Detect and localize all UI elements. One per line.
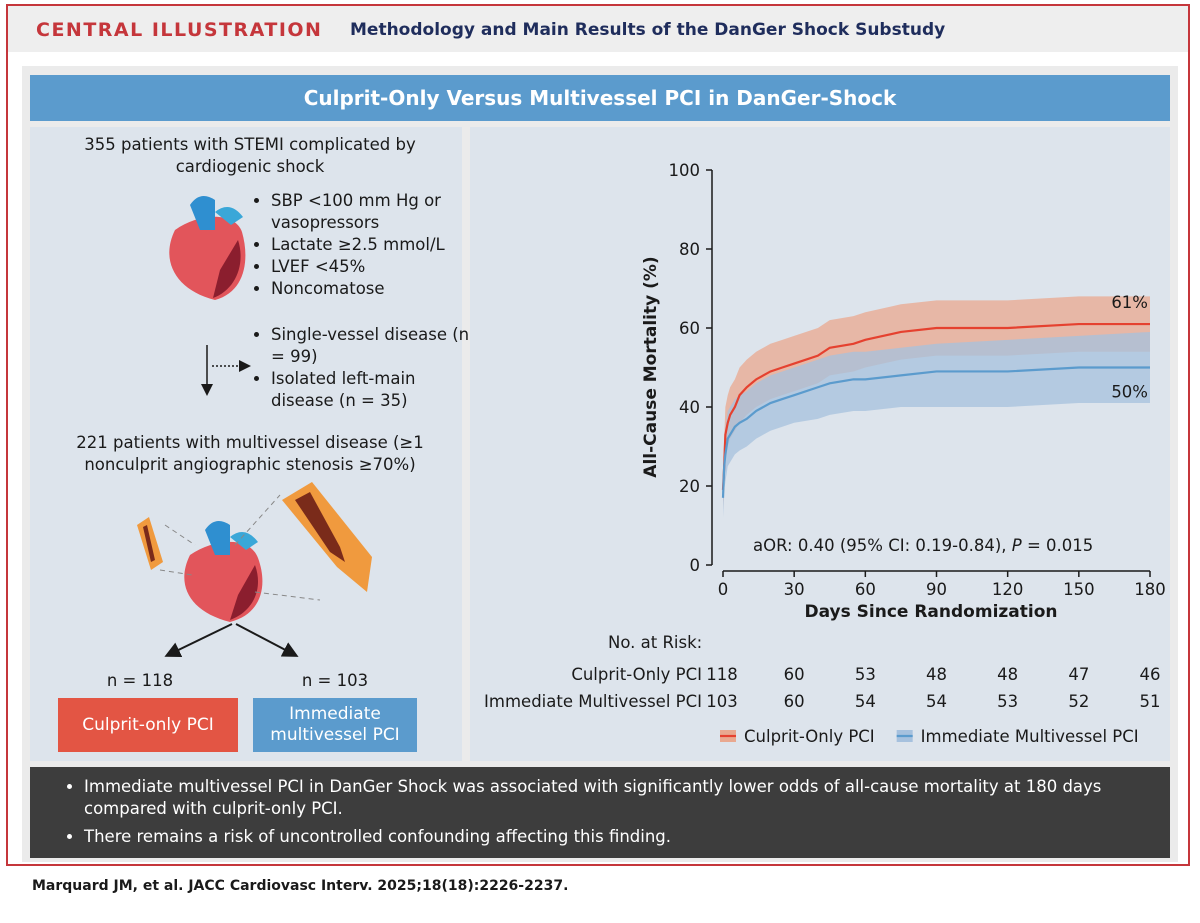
key-point: There remains a risk of uncontrolled con… xyxy=(84,826,1130,848)
exclusion: Isolated left-main disease (n = 35) xyxy=(271,368,476,412)
frame xyxy=(6,4,1190,866)
legend-label: Immediate Multivessel PCI xyxy=(921,727,1139,746)
risk-count: 47 xyxy=(1068,665,1089,684)
flow-arrow xyxy=(164,623,233,657)
arm-box: Culprit-only PCI xyxy=(58,698,238,752)
x-axis-label: Days Since Randomization xyxy=(804,602,1057,622)
risk-title: No. at Risk: xyxy=(608,633,702,652)
risk-count: 54 xyxy=(855,692,876,711)
annotation-part: P xyxy=(1012,536,1022,555)
banner: Culprit-Only Versus Multivessel PCI in D… xyxy=(30,75,1170,121)
key-point: Immediate multivessel PCI in DanGer Shoc… xyxy=(84,776,1130,820)
criterion: Lactate ≥2.5 mmol/L xyxy=(271,234,476,256)
value-label: 50% xyxy=(1111,383,1148,402)
risk-count: 53 xyxy=(855,665,876,684)
x-tick-label: 180 xyxy=(1134,580,1166,599)
risk-count: 54 xyxy=(926,692,947,711)
criterion: LVEF <45% xyxy=(271,256,476,278)
x-tick-label: 120 xyxy=(992,580,1024,599)
y-tick-label: 0 xyxy=(690,556,701,575)
key-points: Immediate multivessel PCI in DanGer Shoc… xyxy=(30,767,1170,858)
multivessel: 221 patients with multivessel disease (≥… xyxy=(76,433,424,474)
y-axis-label: All-Cause Mortality (%) xyxy=(641,256,661,477)
annotation-part: = 0.015 xyxy=(1022,536,1094,555)
header-label: CENTRAL ILLUSTRATION xyxy=(36,19,323,41)
risk-count: 48 xyxy=(926,665,947,684)
flow-arrow xyxy=(235,623,299,657)
risk-row-label: Culprit-Only PCI xyxy=(571,665,702,684)
x-tick-label: 90 xyxy=(926,580,947,599)
annotation-part: aOR: 0.40 (95% CI: 0.19-0.84), xyxy=(753,536,1012,555)
arm-n: n = 103 xyxy=(301,671,369,690)
risk-count: 51 xyxy=(1140,692,1161,711)
annotation: aOR: 0.40 (95% CI: 0.19-0.84), P = 0.015 xyxy=(753,536,1093,555)
results-panel xyxy=(470,127,1170,761)
survival-line xyxy=(721,322,1150,491)
risk-count: 118 xyxy=(706,665,738,684)
x-tick-label: 30 xyxy=(784,580,805,599)
risk-count: 46 xyxy=(1140,665,1161,684)
risk-count: 53 xyxy=(997,692,1018,711)
methods-panel xyxy=(30,127,462,761)
criteria-list: SBP <100 mm Hg or vasopressors Lactate ≥… xyxy=(255,190,476,300)
y-tick-label: 20 xyxy=(679,477,700,496)
y-tick-label: 100 xyxy=(669,161,701,180)
x-tick-label: 0 xyxy=(718,580,729,599)
heart-icon xyxy=(169,196,246,300)
header-band xyxy=(8,6,1188,52)
ci-band xyxy=(723,331,1150,518)
risk-count: 60 xyxy=(784,692,805,711)
y-tick-label: 80 xyxy=(679,240,700,259)
criterion: SBP <100 mm Hg or vasopressors xyxy=(271,190,476,234)
x-tick-label: 60 xyxy=(855,580,876,599)
risk-count: 60 xyxy=(784,665,805,684)
survival-line xyxy=(721,366,1150,498)
exclusion: Single-vessel disease (n = 99) xyxy=(271,324,476,368)
citation: Marquard JM, et al. JACC Cardiovasc Inte… xyxy=(32,878,569,894)
risk-count: 52 xyxy=(1068,692,1089,711)
risk-count: 103 xyxy=(706,692,738,711)
exclusion-list: Single-vessel disease (n = 99) Isolated … xyxy=(255,324,476,412)
x-tick-label: 150 xyxy=(1063,580,1095,599)
y-tick-label: 40 xyxy=(679,398,700,417)
criterion: Noncomatose xyxy=(271,278,476,300)
value-label: 61% xyxy=(1111,293,1148,312)
arm-box: Immediate multivessel PCI xyxy=(253,698,417,752)
heart-icon xyxy=(137,482,372,622)
legend-label: Culprit-Only PCI xyxy=(744,727,875,746)
risk-count: 48 xyxy=(997,665,1018,684)
header-title: Methodology and Main Results of the DanG… xyxy=(350,20,946,40)
arm-n: n = 118 xyxy=(106,671,174,690)
y-tick-label: 60 xyxy=(679,319,700,338)
population: 355 patients with STEMI complicated by c… xyxy=(84,135,416,176)
risk-row-label: Immediate Multivessel PCI xyxy=(484,692,702,711)
